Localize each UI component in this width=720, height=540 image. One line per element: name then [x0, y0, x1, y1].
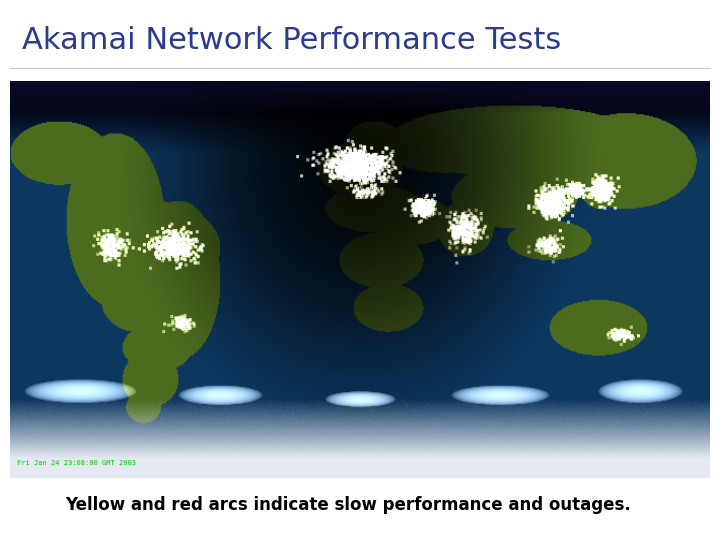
Text: Akamai Network Performance Tests: Akamai Network Performance Tests — [22, 26, 561, 55]
Text: Fri Jan 24 23:08:00 GMT 2003: Fri Jan 24 23:08:00 GMT 2003 — [17, 460, 135, 465]
Text: Yellow and red arcs indicate slow performance and outages.: Yellow and red arcs indicate slow perfor… — [65, 496, 631, 514]
